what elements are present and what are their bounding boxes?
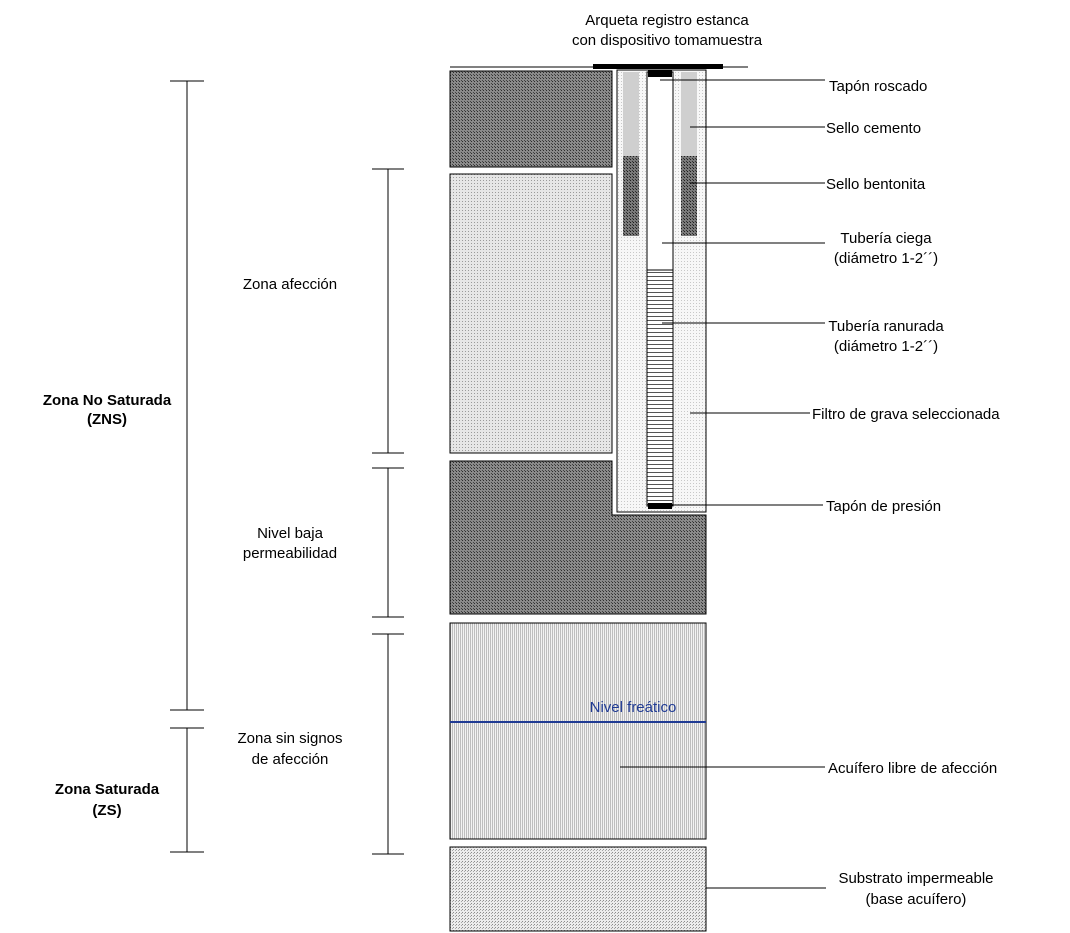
top-label-line1: Arqueta registro estanca — [585, 12, 749, 29]
afeccion-label: Zona afección — [243, 276, 337, 293]
zs-dimension — [170, 727, 204, 853]
tuberia-ciega-label-line2: (diámetro 1-2´´) — [834, 250, 938, 267]
aquifer-block — [449, 622, 707, 840]
blind-pipe — [646, 71, 674, 271]
zns-label-line1: Zona No Saturada — [43, 392, 172, 409]
sin-signos-label-line1: Zona sin signos — [237, 730, 342, 747]
cement-seal-left — [623, 72, 639, 156]
affected-zone-block — [449, 173, 613, 454]
zns-label-line2: (ZNS) — [87, 411, 127, 428]
low-permeability-block — [449, 460, 707, 615]
sampling-box — [593, 64, 723, 69]
filtro-label: Filtro de grava seleccionada — [812, 406, 1000, 423]
tapon-roscado-label: Tapón roscado — [829, 78, 927, 95]
afeccion-dimension — [372, 168, 404, 454]
zns-dimension — [170, 80, 204, 711]
zs-label-line2: (ZS) — [92, 802, 121, 819]
bentonite-seal-left — [623, 156, 639, 236]
tuberia-ranurada-label-line1: Tubería ranurada — [828, 318, 944, 335]
pressure-cap — [648, 503, 672, 509]
cement-seal-right — [681, 72, 697, 156]
top-soil-block — [449, 70, 613, 168]
tuberia-ciega-label-line1: Tubería ciega — [840, 230, 932, 247]
zs-label-line1: Zona Saturada — [55, 781, 160, 798]
baja-label-line1: Nivel baja — [257, 525, 324, 542]
sello-bentonita-label: Sello bentonita — [826, 176, 926, 193]
tuberia-ranurada-label-line2: (diámetro 1-2´´) — [834, 338, 938, 355]
tapon-presion-label: Tapón de presión — [826, 498, 941, 515]
sin-signos-dimension — [372, 633, 404, 855]
baja-dimension — [372, 467, 404, 618]
top-label-line2: con dispositivo tomamuestra — [572, 32, 763, 49]
acuifero-label: Acuífero libre de afección — [828, 760, 997, 777]
sello-cemento-label: Sello cemento — [826, 120, 921, 137]
threaded-cap — [648, 70, 672, 77]
substrato-label-line2: (base acuífero) — [866, 891, 967, 908]
substrate-block — [449, 846, 707, 932]
water-table-label: Nivel freático — [590, 699, 677, 716]
substrato-label-line1: Substrato impermeable — [838, 870, 993, 887]
sin-signos-label-line2: de afección — [252, 751, 329, 768]
baja-label-line2: permeabilidad — [243, 545, 337, 562]
slotted-pipe — [646, 269, 674, 507]
callout-leaders — [620, 79, 826, 889]
bentonite-seal-right — [681, 156, 697, 236]
